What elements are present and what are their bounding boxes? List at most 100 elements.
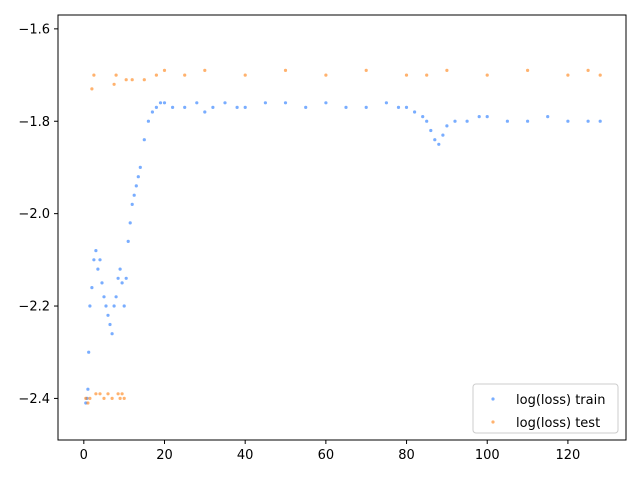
y-tick-label: −2.2 <box>18 300 50 315</box>
point-test <box>566 73 570 77</box>
x-tick-label: 60 <box>318 448 335 463</box>
point-train <box>134 184 138 188</box>
point-train <box>171 105 175 109</box>
point-train <box>425 119 429 123</box>
point-train <box>429 128 433 133</box>
x-axis: 0 20 40 60 80 100 120 <box>80 440 580 463</box>
point-test <box>90 87 94 91</box>
point-test <box>130 78 134 82</box>
point-test <box>324 73 328 77</box>
point-test <box>485 73 489 77</box>
point-train <box>396 105 401 109</box>
point-test <box>586 68 590 72</box>
point-train <box>150 110 154 114</box>
point-train <box>586 119 590 123</box>
x-tick-label: 40 <box>237 448 254 463</box>
point-train <box>485 115 489 119</box>
point-test <box>526 68 530 72</box>
point-train <box>183 105 187 109</box>
point-train <box>126 239 130 243</box>
point-test <box>88 396 92 400</box>
point-test <box>183 73 187 77</box>
point-test <box>243 73 247 77</box>
point-train <box>86 387 90 391</box>
x-tick-label: 120 <box>555 448 580 463</box>
point-test <box>425 73 429 77</box>
point-test <box>84 396 88 400</box>
point-train <box>566 119 570 123</box>
point-test <box>404 73 409 77</box>
point-test <box>598 73 602 77</box>
point-train <box>146 119 150 123</box>
point-train <box>445 124 449 128</box>
point-train <box>384 101 388 105</box>
legend-label-test: log(loss) test <box>516 416 600 431</box>
point-train <box>243 105 247 109</box>
point-train <box>324 101 328 105</box>
point-train <box>108 322 112 327</box>
x-tick-label: 0 <box>80 448 88 463</box>
point-train <box>92 258 96 262</box>
point-train <box>304 105 308 109</box>
point-test <box>116 392 120 396</box>
point-test <box>154 73 158 77</box>
point-train <box>203 110 207 114</box>
point-train <box>98 258 102 262</box>
point-test <box>114 73 118 77</box>
point-test <box>283 68 288 72</box>
point-train <box>344 105 348 109</box>
point-train <box>546 115 550 119</box>
point-train <box>128 221 132 225</box>
y-tick-label: −1.8 <box>18 115 50 130</box>
point-train <box>142 138 146 142</box>
point-test <box>364 68 368 72</box>
point-train <box>104 304 108 308</box>
point-train <box>162 101 167 105</box>
point-train <box>421 115 425 119</box>
point-train <box>124 276 128 280</box>
point-test <box>92 73 96 77</box>
point-train <box>136 175 140 179</box>
point-train <box>235 105 239 109</box>
point-train <box>223 101 227 105</box>
point-train <box>88 304 92 308</box>
point-test <box>120 392 124 396</box>
plot-frame <box>57 14 627 441</box>
y-tick-label: −1.6 <box>18 22 50 37</box>
legend-label-train: log(loss) train <box>516 393 605 408</box>
point-train <box>505 119 509 123</box>
x-tick-label: 20 <box>156 448 173 463</box>
point-train <box>110 332 114 336</box>
point-train <box>154 105 158 109</box>
point-test <box>106 392 110 396</box>
point-train <box>106 313 110 317</box>
x-tick-label: 80 <box>398 448 415 463</box>
point-test <box>110 396 114 400</box>
point-train <box>122 304 126 308</box>
point-test <box>124 78 128 82</box>
point-train <box>132 193 136 197</box>
legend-box <box>472 383 619 434</box>
point-train <box>87 350 91 354</box>
point-train <box>116 276 120 280</box>
point-test <box>445 68 449 72</box>
point-train <box>283 101 288 105</box>
y-tick-label: −2.0 <box>18 207 50 222</box>
point-test <box>102 396 106 400</box>
point-train <box>94 249 98 253</box>
point-test <box>118 396 122 400</box>
point-train <box>433 138 437 142</box>
legend-marker-train <box>491 397 495 401</box>
point-train <box>404 105 409 109</box>
point-train <box>114 295 118 299</box>
point-train <box>102 295 106 299</box>
point-train <box>413 110 417 114</box>
point-train <box>112 304 116 308</box>
point-train <box>96 267 100 271</box>
y-axis: −2.4 −2.2 −2.0 −1.8 −1.6 <box>18 22 58 407</box>
point-train <box>100 281 104 285</box>
legend-marker-test <box>491 420 495 424</box>
point-train <box>465 119 469 123</box>
point-train <box>364 105 368 109</box>
